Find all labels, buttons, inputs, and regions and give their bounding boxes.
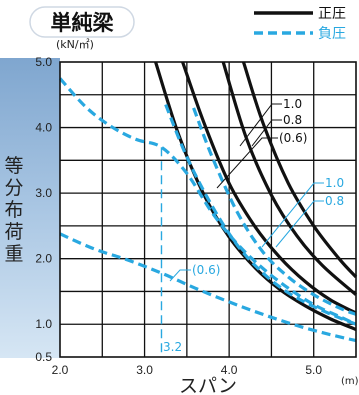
leader-solid-0-6: [216, 137, 278, 189]
title-badge: [29, 6, 135, 38]
leader-lines: [169, 103, 324, 282]
y-axis-band: [0, 58, 60, 358]
x-tick-label: 4.0: [221, 363, 238, 377]
y-tick-label: 1.0: [35, 317, 52, 331]
annotation-solid-1-0: 1.0: [283, 97, 302, 111]
series-lines: [58, 61, 358, 357]
y-tick-label: 0.5: [35, 350, 52, 364]
legend-label-dashed: 負圧: [318, 26, 346, 42]
series-line-solid-3: [181, 61, 357, 315]
y-unit-label: (kN/㎡): [56, 38, 94, 51]
x-tick-label: 5.0: [305, 363, 322, 377]
series-line-dashed-5: [192, 107, 357, 316]
series-line-solid-2: [221, 61, 358, 296]
reference-line-label: 3.2: [163, 340, 182, 354]
leader-solid-0-8: [251, 119, 282, 147]
series-line-dashed-7: [58, 77, 357, 326]
chart-title: 単純梁: [51, 11, 115, 35]
series-line-dashed-8: [59, 232, 357, 343]
annotation-solid-0-6: (0.6): [279, 131, 307, 145]
leader-dashed-1-0: [261, 182, 324, 248]
leader-dashed-0-8: [275, 200, 324, 248]
y-tick-label: 4.0: [35, 121, 52, 135]
y-tick-label: 3.0: [35, 186, 52, 200]
leader-dashed-0-6: [169, 269, 191, 282]
series-line-solid-1: [241, 61, 358, 279]
plot-area: [60, 62, 356, 357]
y-tick-label: 2.0: [35, 252, 52, 266]
legend-label-solid: 正圧: [318, 6, 346, 22]
y-axis-title: 等分布荷重: [4, 155, 23, 265]
annotation-dashed-1-0: 1.0: [325, 176, 344, 190]
annotation-dashed-0-8: 0.8: [325, 194, 344, 208]
x-tick-label: 2.0: [52, 363, 69, 377]
series-line-dashed-6: [164, 104, 357, 326]
annotation-dashed-0-6: (0.6): [192, 263, 220, 277]
plot-frame: [59, 61, 357, 358]
leader-solid-1-0: [239, 103, 282, 147]
x-unit-label: (m): [341, 376, 359, 387]
x-tick-label: 3.0: [136, 363, 153, 377]
y-tick-label: 5.0: [35, 55, 52, 69]
x-axis-title: スパン: [179, 375, 237, 395]
annotation-solid-0-8: 0.8: [283, 113, 302, 127]
tick-labels: 5.04.03.02.01.00.52.0 3.0 4.0 5.0: [35, 55, 322, 377]
